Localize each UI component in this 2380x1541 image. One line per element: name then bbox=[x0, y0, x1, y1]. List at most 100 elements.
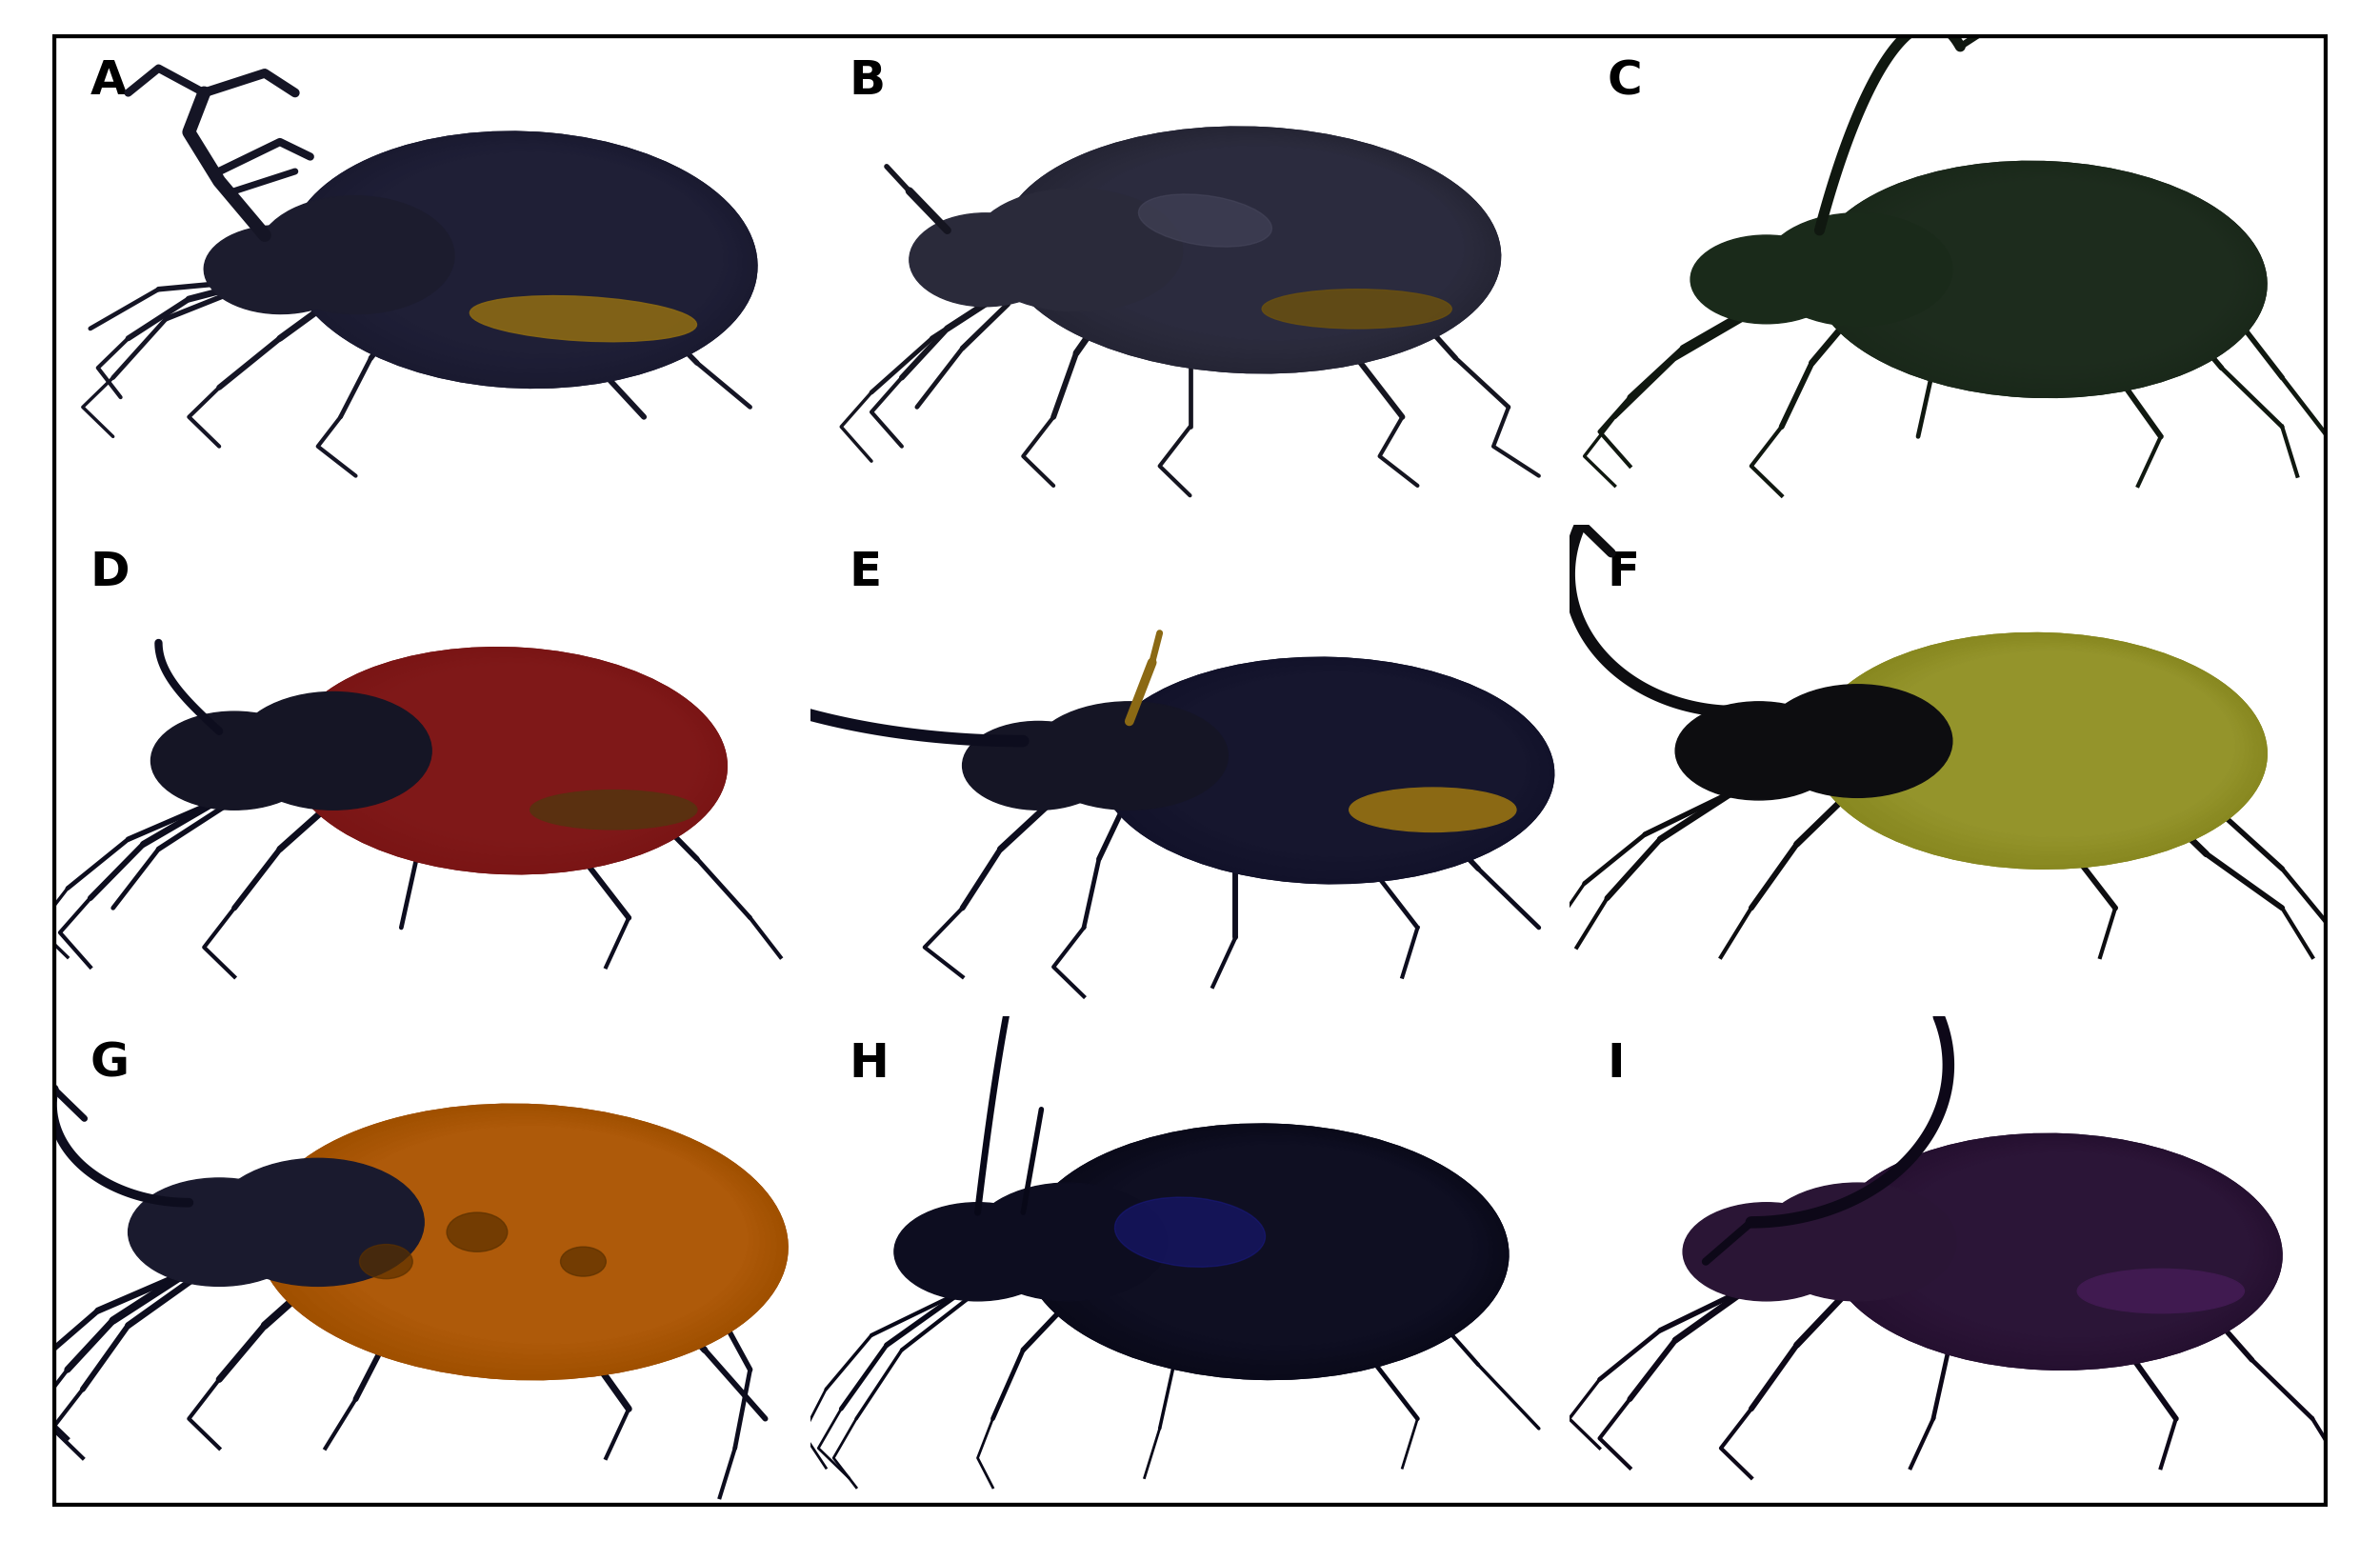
Ellipse shape bbox=[1866, 177, 2240, 370]
Ellipse shape bbox=[1849, 171, 2249, 379]
Ellipse shape bbox=[895, 1202, 1061, 1301]
Ellipse shape bbox=[1830, 166, 2259, 388]
Text: G: G bbox=[90, 1040, 129, 1086]
Ellipse shape bbox=[288, 1114, 771, 1364]
Ellipse shape bbox=[1002, 126, 1499, 373]
Ellipse shape bbox=[267, 1108, 783, 1375]
Ellipse shape bbox=[1090, 1143, 1473, 1345]
Ellipse shape bbox=[336, 146, 733, 364]
Ellipse shape bbox=[307, 137, 747, 379]
Ellipse shape bbox=[1821, 163, 2261, 393]
Ellipse shape bbox=[1052, 1133, 1492, 1365]
Ellipse shape bbox=[1875, 179, 2235, 365]
Ellipse shape bbox=[2078, 1268, 2244, 1313]
Ellipse shape bbox=[298, 1117, 764, 1359]
Ellipse shape bbox=[288, 647, 726, 874]
Ellipse shape bbox=[1837, 1136, 2278, 1365]
Ellipse shape bbox=[1830, 638, 2259, 860]
Ellipse shape bbox=[1023, 1123, 1509, 1379]
Ellipse shape bbox=[288, 131, 757, 388]
Text: E: E bbox=[850, 550, 881, 595]
Ellipse shape bbox=[352, 151, 724, 354]
Ellipse shape bbox=[1866, 649, 2240, 841]
Ellipse shape bbox=[1828, 1134, 2282, 1370]
Ellipse shape bbox=[1854, 1142, 2268, 1356]
Ellipse shape bbox=[1840, 170, 2254, 384]
Ellipse shape bbox=[1811, 633, 2266, 869]
Ellipse shape bbox=[1676, 701, 1842, 800]
Ellipse shape bbox=[1844, 1139, 2273, 1361]
Ellipse shape bbox=[129, 1177, 309, 1287]
Ellipse shape bbox=[359, 1245, 412, 1279]
Ellipse shape bbox=[333, 660, 704, 852]
Text: D: D bbox=[90, 550, 131, 595]
Ellipse shape bbox=[326, 143, 738, 368]
Text: B: B bbox=[850, 59, 885, 105]
Ellipse shape bbox=[257, 196, 455, 314]
Ellipse shape bbox=[1821, 635, 2263, 865]
Ellipse shape bbox=[469, 296, 697, 342]
Ellipse shape bbox=[1100, 658, 1554, 883]
Ellipse shape bbox=[531, 791, 697, 829]
Ellipse shape bbox=[1811, 162, 2266, 398]
Ellipse shape bbox=[1061, 1136, 1488, 1361]
Ellipse shape bbox=[350, 664, 697, 843]
Ellipse shape bbox=[150, 712, 319, 809]
Ellipse shape bbox=[1892, 1151, 2249, 1338]
Ellipse shape bbox=[298, 650, 724, 869]
Ellipse shape bbox=[233, 692, 431, 809]
Ellipse shape bbox=[1021, 133, 1490, 364]
Ellipse shape bbox=[278, 1111, 776, 1370]
Ellipse shape bbox=[1764, 684, 1952, 798]
Text: F: F bbox=[1606, 550, 1640, 595]
Ellipse shape bbox=[319, 1123, 754, 1348]
Ellipse shape bbox=[1033, 1126, 1504, 1375]
Ellipse shape bbox=[314, 655, 714, 861]
Ellipse shape bbox=[1031, 701, 1228, 809]
Text: A: A bbox=[90, 59, 126, 105]
Ellipse shape bbox=[288, 647, 726, 874]
Ellipse shape bbox=[1042, 1130, 1499, 1370]
Ellipse shape bbox=[309, 1120, 759, 1355]
Ellipse shape bbox=[447, 1213, 507, 1251]
Ellipse shape bbox=[324, 656, 709, 857]
Ellipse shape bbox=[962, 721, 1114, 809]
Ellipse shape bbox=[1349, 787, 1516, 832]
Ellipse shape bbox=[1683, 1202, 1849, 1301]
Ellipse shape bbox=[1690, 236, 1842, 324]
Ellipse shape bbox=[1116, 663, 1545, 875]
Ellipse shape bbox=[1002, 126, 1499, 373]
Ellipse shape bbox=[1023, 1123, 1509, 1379]
Ellipse shape bbox=[1050, 140, 1476, 350]
Ellipse shape bbox=[1071, 1139, 1483, 1356]
Ellipse shape bbox=[1154, 672, 1526, 857]
Ellipse shape bbox=[345, 149, 728, 359]
Ellipse shape bbox=[1100, 658, 1554, 883]
Ellipse shape bbox=[1849, 643, 2249, 851]
Text: H: H bbox=[850, 1040, 888, 1086]
Ellipse shape bbox=[1864, 1143, 2263, 1351]
Ellipse shape bbox=[328, 1126, 747, 1344]
Ellipse shape bbox=[971, 1183, 1166, 1301]
Ellipse shape bbox=[1126, 664, 1540, 871]
Ellipse shape bbox=[1145, 669, 1530, 861]
Ellipse shape bbox=[288, 131, 757, 388]
Ellipse shape bbox=[1875, 650, 2235, 837]
Ellipse shape bbox=[1811, 162, 2266, 398]
Text: I: I bbox=[1606, 1040, 1626, 1086]
Ellipse shape bbox=[257, 1105, 788, 1379]
Ellipse shape bbox=[1261, 290, 1452, 328]
Ellipse shape bbox=[1759, 1183, 1956, 1301]
Ellipse shape bbox=[1081, 1140, 1478, 1350]
Ellipse shape bbox=[1856, 646, 2244, 846]
Ellipse shape bbox=[1031, 136, 1485, 359]
Ellipse shape bbox=[298, 134, 752, 384]
Ellipse shape bbox=[340, 663, 702, 848]
Ellipse shape bbox=[562, 1247, 607, 1276]
Ellipse shape bbox=[1012, 129, 1495, 368]
Ellipse shape bbox=[1109, 660, 1549, 880]
Ellipse shape bbox=[971, 188, 1183, 311]
Ellipse shape bbox=[1114, 1197, 1266, 1267]
Ellipse shape bbox=[1164, 675, 1523, 852]
Ellipse shape bbox=[1840, 641, 2254, 855]
